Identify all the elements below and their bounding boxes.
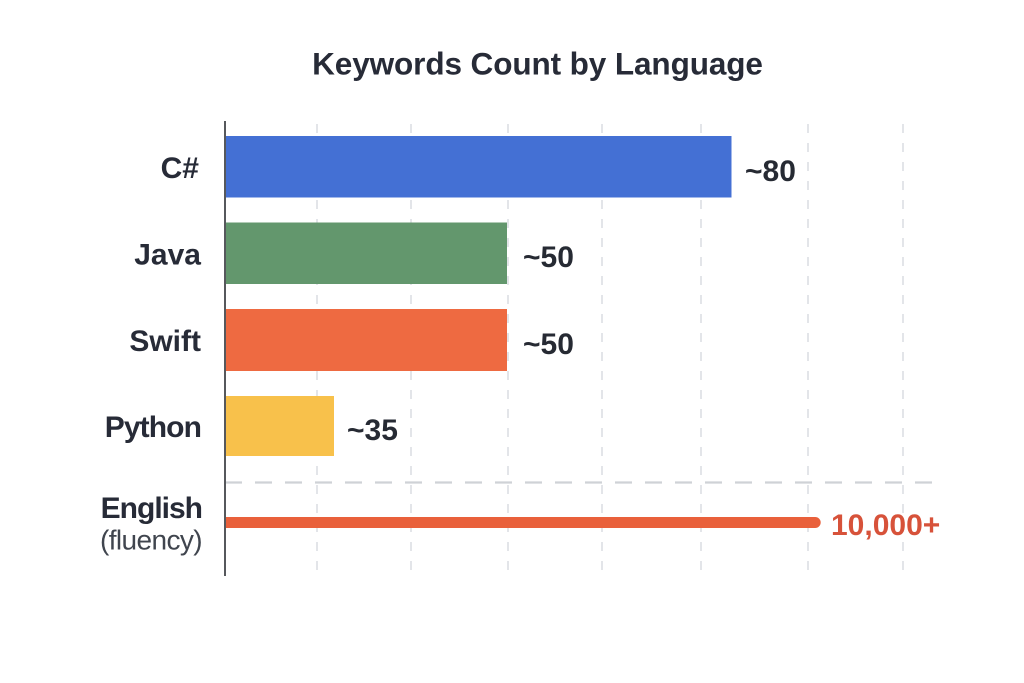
- svg-text:Swift: Swift: [129, 325, 201, 358]
- svg-text:~80: ~80: [745, 155, 796, 188]
- svg-text:C#: C#: [161, 152, 200, 185]
- svg-text:Keywords Count by Language: Keywords Count by Language: [312, 46, 763, 82]
- svg-text:~35: ~35: [347, 414, 398, 447]
- svg-text:English: English: [101, 492, 202, 525]
- svg-text:~50: ~50: [523, 241, 574, 274]
- svg-text:Python: Python: [105, 411, 201, 444]
- svg-text:(fluency): (fluency): [100, 525, 202, 556]
- svg-text:Java: Java: [134, 238, 201, 271]
- svg-text:10,000+: 10,000+: [831, 509, 940, 542]
- svg-text:~50: ~50: [523, 328, 574, 361]
